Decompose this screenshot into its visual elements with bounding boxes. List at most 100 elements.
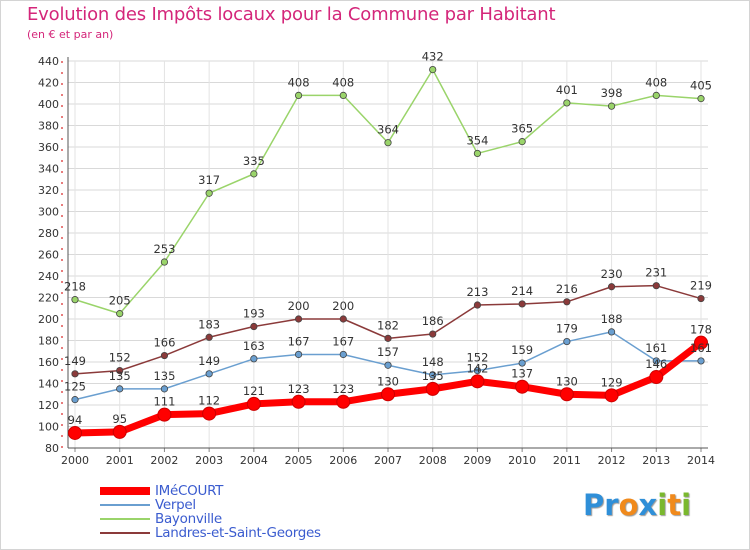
- data-point-bayonville: [429, 66, 437, 74]
- proxiti-logo: Proxiti: [583, 488, 691, 522]
- x-tick-label: 2001: [106, 454, 134, 467]
- logo-letter: t: [667, 488, 682, 522]
- logo-letter: r: [604, 488, 619, 522]
- data-point-im-court: [604, 388, 619, 403]
- data-point-verpel: [518, 359, 526, 367]
- legend-label: IMéCOURT: [155, 483, 224, 499]
- legend-swatch: [100, 504, 150, 506]
- data-label-im-court: 111: [153, 395, 175, 409]
- data-point-bayonville: [339, 91, 347, 100]
- data-label-landres-et-saint-georges: 231: [645, 266, 667, 280]
- data-label-bayonville: 408: [332, 75, 354, 89]
- x-tick-label: 2009: [463, 454, 491, 467]
- data-point-bayonville: [652, 91, 660, 100]
- x-tick-label: 2014: [687, 454, 715, 467]
- logo-letter: i: [681, 488, 692, 522]
- x-tick-label: 2006: [329, 454, 357, 467]
- data-point-im-court: [515, 379, 530, 394]
- data-label-verpel: 125: [64, 380, 86, 394]
- data-label-verpel: 188: [601, 312, 623, 326]
- data-point-bayonville: [563, 99, 571, 107]
- y-tick-label: 220: [38, 292, 59, 305]
- data-label-verpel: 135: [109, 369, 131, 383]
- x-tick-label: 2005: [285, 454, 313, 467]
- legend-swatch: [100, 518, 150, 520]
- data-point-landres-et-saint-georges: [384, 334, 392, 342]
- data-point-landres-et-saint-georges: [563, 298, 571, 306]
- x-tick-label: 2003: [195, 454, 223, 467]
- logo-letter: o: [618, 488, 639, 522]
- y-tick-label: 200: [38, 313, 59, 326]
- legend-swatch: [100, 487, 150, 495]
- x-tick-label: 2002: [150, 454, 178, 467]
- data-point-verpel: [205, 370, 213, 378]
- logo-letter: P: [583, 488, 605, 522]
- data-label-bayonville: 408: [288, 75, 310, 89]
- y-tick-label: 160: [38, 356, 59, 369]
- data-label-im-court: 129: [601, 375, 623, 389]
- data-point-im-court: [112, 424, 127, 439]
- data-point-im-court: [470, 374, 485, 389]
- y-tick-label: 140: [38, 378, 59, 391]
- data-label-verpel: 135: [153, 369, 175, 383]
- data-point-landres-et-saint-georges: [607, 283, 616, 291]
- data-label-im-court: 130: [377, 374, 399, 388]
- data-label-landres-et-saint-georges: 200: [332, 299, 354, 313]
- x-tick-label: 2004: [240, 454, 268, 467]
- data-point-im-court: [68, 425, 82, 440]
- data-label-verpel: 148: [422, 355, 444, 369]
- data-point-bayonville: [160, 258, 169, 266]
- data-label-bayonville: 354: [466, 133, 488, 147]
- y-tick-label: 120: [38, 399, 59, 412]
- data-point-bayonville: [294, 91, 303, 100]
- data-label-verpel: 152: [466, 351, 488, 365]
- data-label-landres-et-saint-georges: 200: [288, 299, 310, 313]
- data-label-im-court: 112: [198, 394, 220, 408]
- data-label-bayonville: 405: [690, 79, 712, 93]
- data-label-bayonville: 218: [64, 280, 86, 294]
- x-tick-label: 2012: [598, 454, 626, 467]
- legend-label: Verpel: [155, 497, 196, 513]
- legend-label: Landres-et-Saint-Georges: [155, 525, 321, 541]
- data-label-im-court: 178: [690, 323, 712, 337]
- y-tick-label: 320: [38, 184, 59, 197]
- data-label-bayonville: 317: [198, 173, 220, 187]
- data-label-verpel: 161: [645, 341, 667, 355]
- data-point-bayonville: [205, 189, 213, 197]
- data-point-verpel: [652, 357, 660, 365]
- data-point-landres-et-saint-georges: [652, 282, 660, 290]
- data-point-landres-et-saint-georges: [473, 301, 482, 309]
- data-point-verpel: [473, 366, 482, 375]
- data-point-im-court: [291, 394, 306, 409]
- data-point-verpel: [697, 357, 705, 365]
- data-label-verpel: 179: [556, 322, 578, 336]
- data-label-verpel: 159: [511, 343, 533, 357]
- data-label-im-court: 123: [332, 382, 354, 396]
- data-point-bayonville: [697, 95, 705, 103]
- data-point-im-court: [425, 381, 440, 396]
- data-point-landres-et-saint-georges: [160, 351, 169, 360]
- data-label-verpel: 157: [377, 345, 399, 359]
- data-point-bayonville: [250, 170, 258, 178]
- data-label-landres-et-saint-georges: 219: [690, 279, 712, 293]
- x-tick-label: 2013: [642, 454, 670, 467]
- data-label-im-court: 137: [511, 367, 533, 381]
- data-label-verpel: 167: [332, 334, 354, 348]
- data-label-bayonville: 432: [422, 50, 444, 64]
- data-label-im-court: 146: [645, 357, 667, 371]
- data-point-verpel: [71, 396, 79, 404]
- data-point-verpel: [384, 361, 392, 369]
- data-point-im-court: [202, 406, 217, 421]
- data-label-verpel: 167: [288, 334, 310, 348]
- data-label-landres-et-saint-georges: 183: [198, 317, 220, 331]
- data-label-im-court: 95: [112, 412, 127, 426]
- data-label-landres-et-saint-georges: 213: [466, 285, 488, 299]
- x-tick-label: 2007: [374, 454, 402, 467]
- data-label-im-court: 94: [68, 413, 83, 427]
- x-tick-label: 2008: [419, 454, 447, 467]
- y-tick-label: 440: [38, 55, 59, 68]
- data-point-landres-et-saint-georges: [429, 330, 437, 338]
- chart-subtitle: (en € et par an): [27, 28, 114, 41]
- data-point-bayonville: [384, 139, 392, 147]
